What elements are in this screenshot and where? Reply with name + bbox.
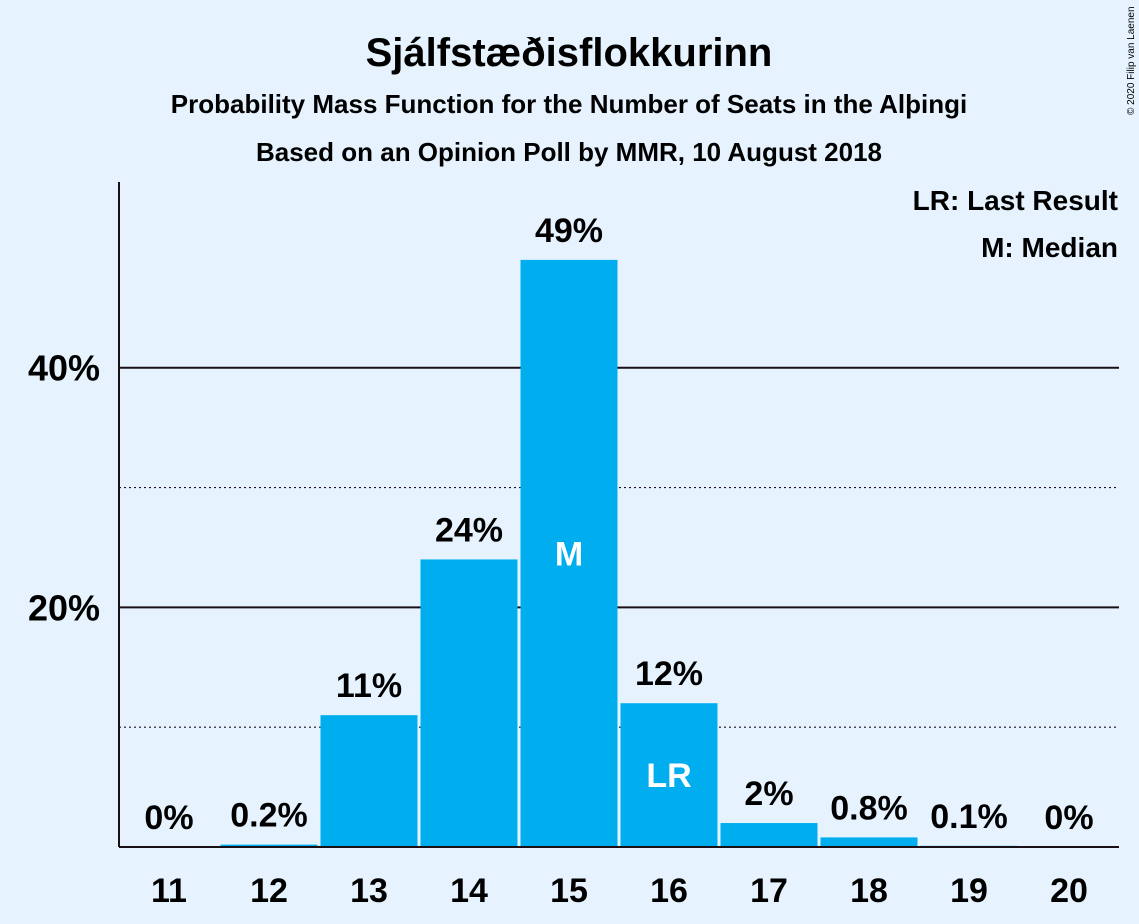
bar <box>620 703 718 847</box>
bar <box>420 559 518 847</box>
bar <box>220 844 318 847</box>
bar-value-label: 2% <box>744 775 793 813</box>
x-tick-label: 14 <box>450 872 488 910</box>
bar-value-label: 24% <box>435 511 503 549</box>
x-tick-label: 20 <box>1050 872 1088 910</box>
bar-value-label: 0.2% <box>230 797 308 835</box>
axes: 20% 40% 11 12 13 14 15 16 17 18 19 20 <box>28 182 1119 910</box>
x-tick-label: 16 <box>650 872 688 910</box>
bar-marker-label: LR <box>646 757 691 795</box>
bar <box>520 259 618 847</box>
bar-marker-label: M <box>555 535 583 573</box>
bar <box>720 823 818 847</box>
x-tick-label: 12 <box>250 872 288 910</box>
bar-value-label: 11% <box>336 667 402 705</box>
x-tick-label: 11 <box>151 872 187 910</box>
bar-value-label: 0.8% <box>830 789 908 827</box>
x-tick-label: 19 <box>950 872 988 910</box>
bar-value-label: 49% <box>535 212 603 250</box>
y-tick-label: 20% <box>28 587 100 628</box>
bars <box>220 259 1018 847</box>
legend-median: M: Median <box>981 232 1118 263</box>
legend-last-result: LR: Last Result <box>913 185 1118 216</box>
bar <box>820 837 918 847</box>
bar-labels: 0% 0.2% 11% 24% 49% M 12% LR 2% 0.8% 0.1% 0% <box>144 212 1093 837</box>
bar-value-label: 0% <box>144 799 193 837</box>
bar <box>320 715 418 847</box>
chart-title: Sjálfstæðisflokkurinn <box>366 31 773 75</box>
bar-value-label: 0% <box>1044 799 1093 837</box>
bar-value-label: 0.1% <box>930 798 1008 836</box>
x-tick-label: 18 <box>850 872 888 910</box>
chart-subtitle-source: Based on an Opinion Poll by MMR, 10 Augu… <box>256 137 882 167</box>
x-tick-label: 13 <box>350 872 388 910</box>
bar-value-label: 12% <box>635 655 703 693</box>
gridlines <box>119 366 1119 728</box>
chart-subtitle: Probability Mass Function for the Number… <box>171 89 967 119</box>
x-tick-label: 15 <box>550 872 588 910</box>
x-tick-label: 17 <box>750 872 788 910</box>
copyright-text: © 2020 Filip van Laenen <box>1126 6 1137 115</box>
y-tick-label: 40% <box>28 348 100 389</box>
